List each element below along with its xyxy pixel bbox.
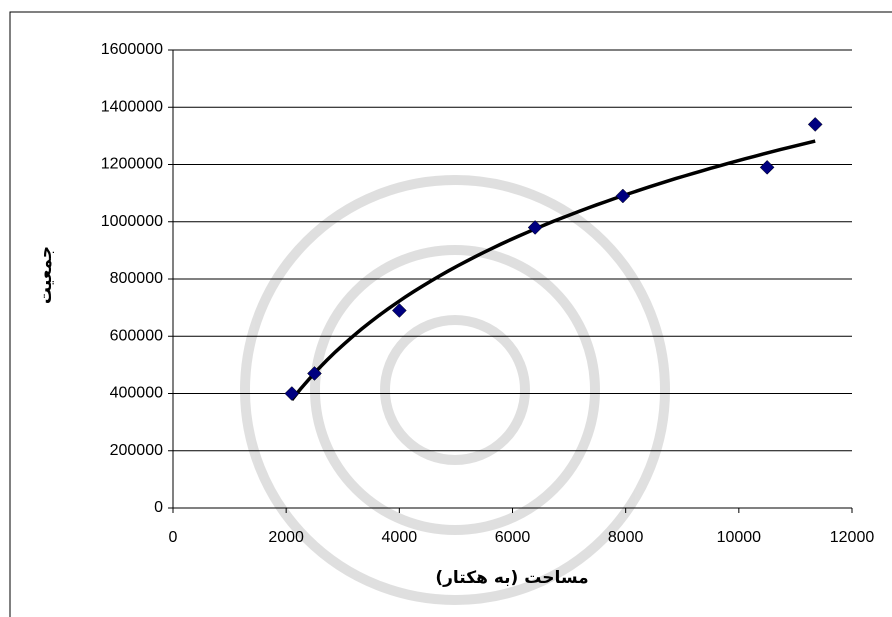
- chart-frame: [9, 11, 892, 617]
- point: [807, 117, 823, 132]
- y-axis-title: جمعیت: [36, 246, 56, 304]
- point: [284, 386, 300, 401]
- x-tick-label: 12000: [830, 529, 875, 546]
- y-tick-label: 1000000: [101, 213, 163, 230]
- y-tick-label: 1200000: [101, 156, 163, 173]
- y-tick-label: 1400000: [101, 98, 163, 115]
- y-tick-label: 800000: [110, 270, 163, 287]
- point: [391, 303, 407, 318]
- x-tick-label: 8000: [608, 529, 644, 546]
- y-tick-label: 0: [154, 499, 163, 516]
- point: [759, 160, 775, 175]
- x-tick-label: 6000: [495, 529, 531, 546]
- x-tick-label: 2000: [268, 529, 304, 546]
- x-tick-label: 4000: [382, 529, 418, 546]
- trendline: [290, 139, 816, 401]
- point: [307, 366, 322, 381]
- x-axis-title: مساحت (به هکتار): [435, 568, 588, 588]
- x-tick-label: 10000: [717, 529, 762, 546]
- y-tick-label: 1600000: [101, 41, 163, 58]
- y-tick-label: 400000: [110, 385, 163, 402]
- x-tick-label: 0: [169, 529, 178, 546]
- point: [527, 220, 543, 235]
- y-tick-label: 600000: [110, 327, 163, 344]
- point: [615, 188, 631, 204]
- y-tick-label: 200000: [110, 442, 163, 459]
- watermark: [240, 175, 670, 605]
